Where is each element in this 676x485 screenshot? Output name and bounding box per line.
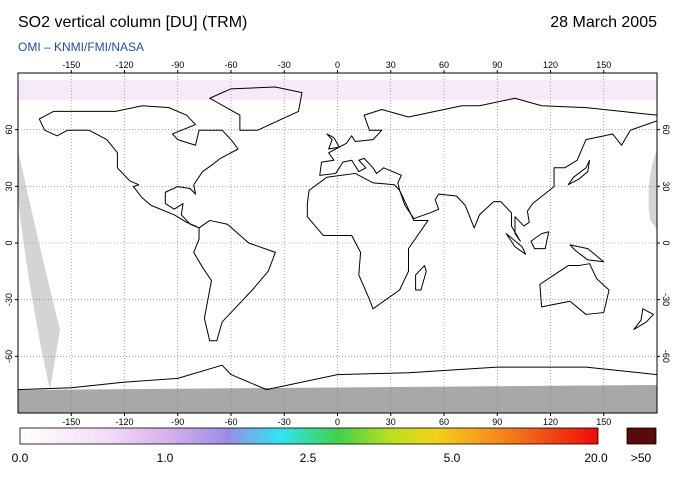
lon-tick-label: 120	[543, 417, 558, 427]
colorbar	[19, 427, 599, 445]
lat-tick-label: -30	[4, 293, 14, 306]
no-data-swath	[648, 150, 657, 230]
lon-tick-label: -30	[278, 60, 291, 70]
lat-tick-label: 30	[4, 181, 14, 191]
lon-tick-label: -120	[115, 417, 133, 427]
colorbar-label: 5.0	[444, 451, 461, 465]
lon-tick-label: -60	[224, 60, 237, 70]
lon-tick-label: 150	[596, 60, 611, 70]
north-america	[39, 106, 238, 228]
colorbar-label: 0.0	[12, 451, 29, 465]
sumatra	[506, 234, 526, 255]
lon-tick-label: 60	[439, 60, 449, 70]
borneo	[531, 232, 549, 249]
new-guinea	[570, 245, 604, 262]
lon-tick-label: 30	[386, 417, 396, 427]
lon-tick-label: 0	[335, 417, 340, 427]
australia	[540, 264, 609, 315]
lat-tick-label: 60	[4, 125, 14, 135]
colorbar-label: 20.0	[584, 451, 608, 465]
no-data-swath	[18, 150, 60, 390]
colorbar-overflow-label: >50	[631, 451, 652, 465]
lon-tick-label: -30	[278, 417, 291, 427]
lat-tick-label: 60	[661, 125, 671, 135]
lat-tick-label: -60	[4, 350, 14, 363]
lon-tick-label: -90	[171, 417, 184, 427]
coastlines	[18, 87, 657, 390]
colorbar-label: 2.5	[300, 451, 317, 465]
date: 28 March 2005	[550, 14, 657, 31]
lon-tick-label: 90	[492, 60, 502, 70]
lon-tick-label: 30	[386, 60, 396, 70]
lon-tick-label: -90	[171, 60, 184, 70]
antarctica	[18, 365, 657, 389]
lat-tick-label: 0	[661, 240, 671, 245]
japan	[568, 160, 589, 184]
colorbar-label: 1.0	[157, 451, 174, 465]
lon-tick-label: 150	[596, 417, 611, 427]
greenland	[210, 87, 302, 130]
south-america	[194, 220, 276, 340]
lon-tick-label: -120	[115, 60, 133, 70]
lon-tick-label: -60	[224, 417, 237, 427]
map	[18, 73, 657, 413]
africa	[307, 173, 428, 308]
lat-tick-label: -30	[661, 293, 671, 306]
lon-tick-label: 0	[335, 60, 340, 70]
subtitle: OMI – KNMI/FMI/NASA	[18, 40, 144, 54]
map-background	[18, 73, 657, 413]
title: SO2 vertical column [DU] (TRM)	[18, 14, 247, 31]
lon-tick-label: -150	[62, 417, 80, 427]
lon-tick-label: -150	[62, 60, 80, 70]
lat-tick-label: 0	[4, 240, 14, 245]
lon-tick-label: 90	[492, 417, 502, 427]
colorbar-overflow	[626, 427, 657, 445]
british-isles	[327, 134, 339, 149]
lat-tick-label: 30	[661, 181, 671, 191]
madagascar	[416, 266, 427, 290]
eurasia	[320, 98, 657, 241]
lat-tick-label: -60	[661, 350, 671, 363]
lon-tick-label: 120	[543, 60, 558, 70]
new-zealand	[634, 309, 654, 330]
lon-tick-label: 60	[439, 417, 449, 427]
